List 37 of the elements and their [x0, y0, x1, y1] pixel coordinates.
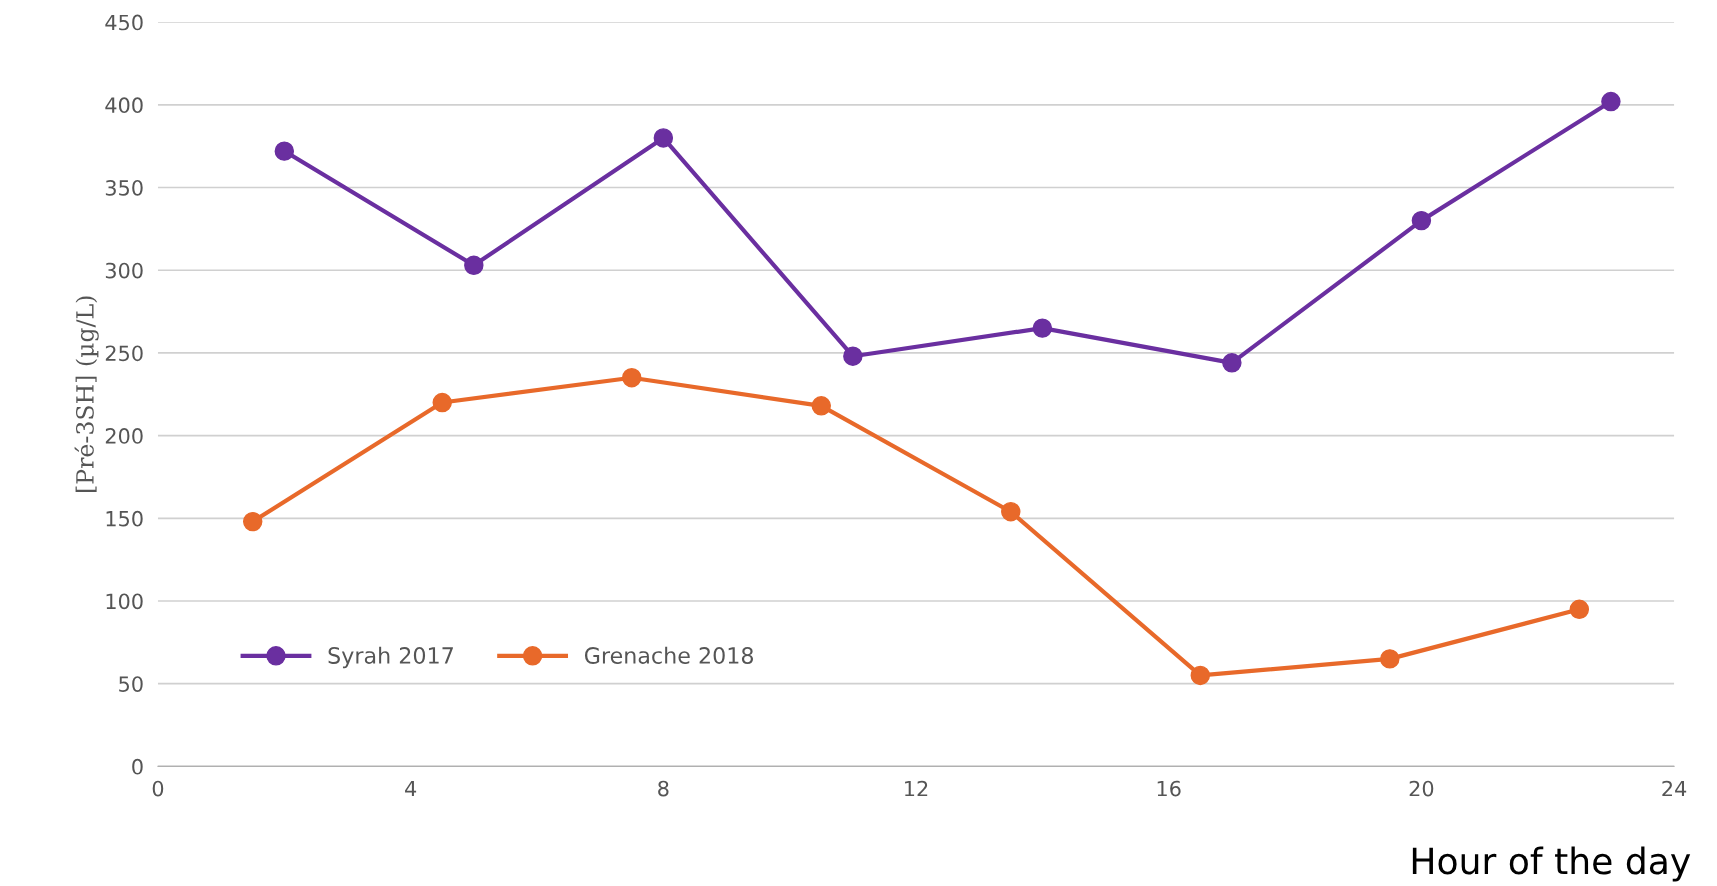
point	[653, 128, 674, 148]
point	[1190, 665, 1211, 686]
point	[622, 368, 642, 388]
x-tick-label: 8	[658, 780, 669, 797]
legend-label: Grenache 2018	[584, 646, 754, 664]
point	[274, 141, 295, 161]
point	[811, 396, 831, 416]
y-tick-label: 200	[105, 428, 143, 444]
point	[464, 255, 484, 275]
y-axis-title: [Pré-3SH] (µg/L)	[74, 296, 99, 492]
y-tick-label: 100	[106, 593, 143, 610]
x-axis-title: Hour of the day	[1412, 846, 1691, 882]
point	[1411, 210, 1432, 231]
point	[1569, 599, 1590, 619]
x-tick-label: 20	[1409, 780, 1434, 797]
x-tick-label: 16	[1157, 780, 1181, 797]
y-tick-label: 150	[106, 510, 143, 527]
x-tick-label: 0	[152, 780, 164, 797]
y-tick-label: 450	[105, 14, 143, 31]
y-tick-label: 250	[105, 345, 143, 362]
point	[242, 511, 263, 532]
y-tick-label: 400	[105, 97, 143, 114]
point	[1380, 649, 1400, 669]
point	[1001, 501, 1021, 522]
point	[1222, 353, 1242, 373]
x-tick-label: 12	[905, 780, 928, 797]
y-tick-label: 50	[119, 676, 143, 692]
y-tick-label: 350	[105, 179, 143, 196]
y-tick-label: 0	[132, 758, 143, 775]
point	[1601, 91, 1621, 112]
point	[1032, 318, 1053, 338]
legend-label: Syrah 2017	[328, 646, 453, 669]
point	[432, 392, 452, 413]
y-tick-label: 300	[105, 262, 143, 279]
x-tick-label: 4	[405, 780, 417, 797]
x-tick-label: 24	[1662, 780, 1687, 797]
point	[843, 346, 863, 366]
